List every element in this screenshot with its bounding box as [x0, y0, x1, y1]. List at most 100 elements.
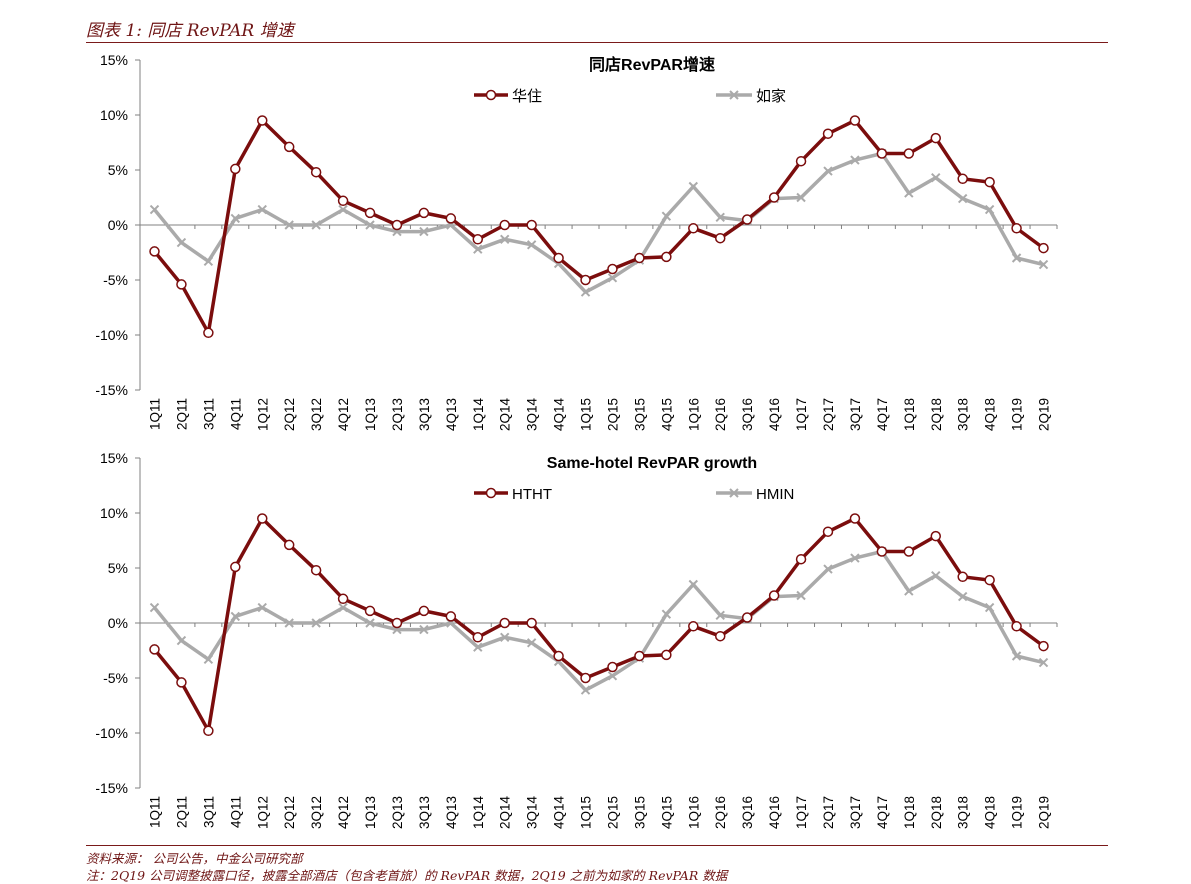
x-tick-label: 1Q15: [579, 398, 594, 431]
data-point: [230, 213, 241, 224]
data-point: [930, 132, 942, 144]
data-point: [607, 671, 618, 681]
x-tick-label: 4Q18: [983, 796, 998, 829]
data-point: [419, 624, 429, 635]
data-point: [580, 672, 591, 684]
y-tick-label: 0%: [108, 217, 128, 233]
data-point: [688, 621, 699, 632]
data-point: [257, 602, 267, 613]
x-tick-label: 1Q11: [148, 796, 163, 828]
chart-en: -15% -10% -5% 0% 5% 10% 15% 1Q11 2Q11 3Q11 4Q11 1Q1…: [0, 440, 1191, 840]
data-point: [1038, 640, 1049, 652]
data-point: [661, 649, 672, 661]
x-tick-label: 4Q17: [875, 398, 890, 431]
x-tick-label: 3Q14: [525, 796, 540, 830]
data-point: [661, 251, 672, 263]
x-tick-label: 3Q12: [309, 398, 324, 431]
data-point: [311, 618, 321, 628]
data-point: [284, 220, 294, 230]
x-tick-label: 4Q18: [983, 398, 998, 431]
legend-label: HMIN: [756, 486, 794, 503]
data-point: [418, 207, 430, 219]
series-line-secondary: [153, 549, 1044, 692]
x-tick-label: 4Q13: [444, 796, 459, 829]
data-point: [500, 632, 510, 643]
data-point: [850, 155, 860, 165]
x-tick-label: 1Q14: [471, 796, 486, 830]
x-tick-label: 4Q14: [552, 398, 567, 432]
x-tick-label: 2Q12: [282, 796, 297, 829]
data-point: [1038, 259, 1049, 270]
x-tick-label: 1Q19: [1010, 398, 1025, 431]
legend-label: 如家: [756, 88, 786, 105]
data-point: [984, 204, 995, 215]
series-line-secondary: [153, 151, 1044, 294]
data-point: [553, 252, 564, 264]
data-point: [176, 237, 187, 248]
legend-marker: [485, 89, 497, 101]
x-tick-label: 2Q13: [390, 796, 405, 829]
data-point: [311, 220, 321, 230]
x-tick-label: 1Q12: [255, 398, 270, 431]
x-tick-label: 3Q12: [309, 796, 324, 829]
x-tick-label: 1Q17: [794, 398, 809, 431]
data-point: [149, 204, 160, 215]
data-point: [957, 591, 968, 602]
x-tick-label: 2Q19: [1037, 796, 1052, 829]
data-point: [338, 602, 348, 613]
y-tick-label: 10%: [100, 107, 128, 123]
data-point: [472, 632, 484, 643]
x-tick-label: 4Q15: [659, 796, 674, 829]
source-text: 资料来源： 公司公告，中金公司研究部: [86, 851, 303, 866]
data-point: [500, 234, 510, 245]
data-point: [445, 611, 457, 622]
data-point: [337, 195, 349, 207]
x-tick-label: 2Q15: [605, 796, 620, 829]
data-point: [957, 571, 968, 583]
y-tick-label: -15%: [95, 382, 128, 398]
data-point: [795, 155, 807, 167]
data-point: [149, 246, 160, 257]
data-point: [984, 602, 995, 613]
data-point: [823, 564, 833, 574]
x-tick-label: 4Q12: [336, 398, 351, 431]
x-tick-label: 3Q17: [848, 398, 863, 431]
chart-title: Same-hotel RevPAR growth: [547, 455, 757, 472]
x-tick-label: 3Q15: [632, 398, 647, 431]
data-point: [499, 219, 510, 231]
data-point: [149, 602, 160, 613]
data-point: [984, 176, 995, 188]
x-tick-label: 3Q13: [417, 796, 432, 829]
data-point: [822, 128, 834, 139]
data-point: [418, 605, 430, 617]
y-tick-label: 10%: [100, 505, 128, 521]
data-point: [203, 725, 214, 737]
data-point: [391, 617, 403, 629]
data-point: [984, 574, 995, 586]
data-point: [149, 644, 160, 655]
data-point: [1038, 242, 1049, 254]
data-point: [795, 553, 807, 565]
data-point: [553, 650, 564, 662]
data-point: [957, 193, 968, 204]
data-point: [310, 166, 322, 178]
data-point: [176, 677, 187, 688]
data-point: [1011, 223, 1022, 234]
y-tick-label: -10%: [95, 725, 128, 741]
x-tick-label: 1Q14: [471, 398, 486, 432]
data-point: [230, 163, 241, 175]
y-tick-label: -15%: [95, 780, 128, 796]
data-point: [580, 274, 591, 286]
x-tick-label: 1Q11: [148, 398, 163, 430]
data-point: [904, 586, 914, 596]
x-tick-label: 1Q17: [794, 796, 809, 829]
data-point: [822, 526, 834, 537]
data-point: [310, 564, 322, 576]
x-tick-label: 2Q13: [390, 398, 405, 431]
data-point: [283, 539, 295, 551]
y-tick-label: -5%: [103, 670, 128, 686]
data-point: [876, 546, 888, 557]
x-tick-label: 1Q16: [686, 796, 701, 829]
chart-cn: -15% -10% -5% 0% 5% 10% 15% 1Q11 2Q11 3Q11 4Q11 1Q1…: [0, 42, 1191, 442]
x-tick-label: 4Q15: [659, 398, 674, 431]
